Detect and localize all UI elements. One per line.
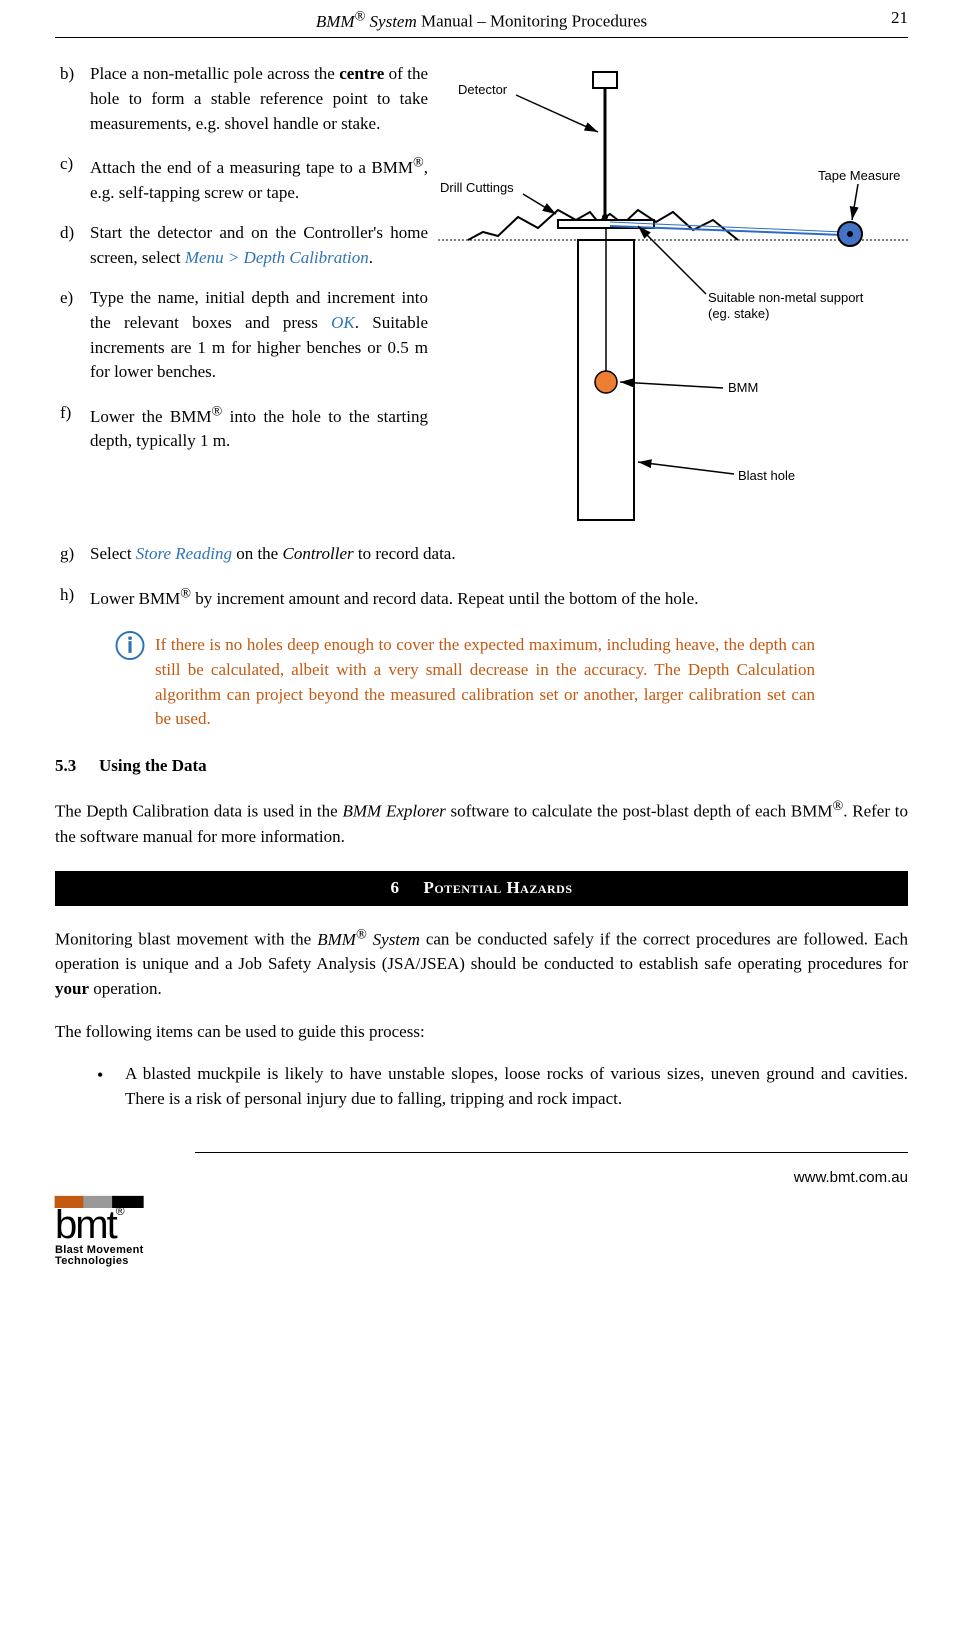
page-header: BMM® System Manual – Monitoring Procedur… xyxy=(55,0,908,38)
hazards-lead: The following items can be used to guide… xyxy=(55,1020,908,1045)
fig-label-hole: Blast hole xyxy=(738,468,795,483)
footer-rule xyxy=(195,1152,908,1153)
section-band: 6Potential Hazards xyxy=(55,871,908,906)
step-c: c)Attach the end of a measuring tape to … xyxy=(90,152,908,205)
step-f: f)Lower the BMM® into the hole to the st… xyxy=(90,401,908,454)
step-e: e)Type the name, initial depth and incre… xyxy=(90,286,908,385)
step-h: h)Lower BMM® by increment amount and rec… xyxy=(90,583,908,611)
hazards-bullets: A blasted muckpile is likely to have uns… xyxy=(55,1062,908,1111)
hazard-bullet-1: A blasted muckpile is likely to have uns… xyxy=(125,1062,908,1111)
step-b: b)Place a non-metallic pole across the c… xyxy=(90,62,908,136)
subsection-heading: 5.3Using the Data xyxy=(55,754,908,779)
step-g: g)Select Store Reading on the Controller… xyxy=(90,542,908,567)
header-title: BMM® System Manual – Monitoring Procedur… xyxy=(316,6,647,34)
footer-url: www.bmt.com.au xyxy=(794,1167,908,1189)
step-d: d)Start the detector and on the Controll… xyxy=(90,221,908,270)
info-text: If there is no holes deep enough to cove… xyxy=(155,633,815,732)
bmt-logo: ▂▂▂ bmt® Blast Movement Technologies xyxy=(55,1165,144,1267)
page-footer: ▂▂▂ bmt® Blast Movement Technologies www… xyxy=(55,1161,908,1267)
using-data-paragraph: The Depth Calibration data is used in th… xyxy=(55,796,908,849)
page-number: 21 xyxy=(891,6,908,31)
hazards-intro: Monitoring blast movement with the BMM® … xyxy=(55,924,908,1002)
info-icon: ⓘ xyxy=(115,633,155,732)
info-note: ⓘ If there is no holes deep enough to co… xyxy=(115,633,815,732)
